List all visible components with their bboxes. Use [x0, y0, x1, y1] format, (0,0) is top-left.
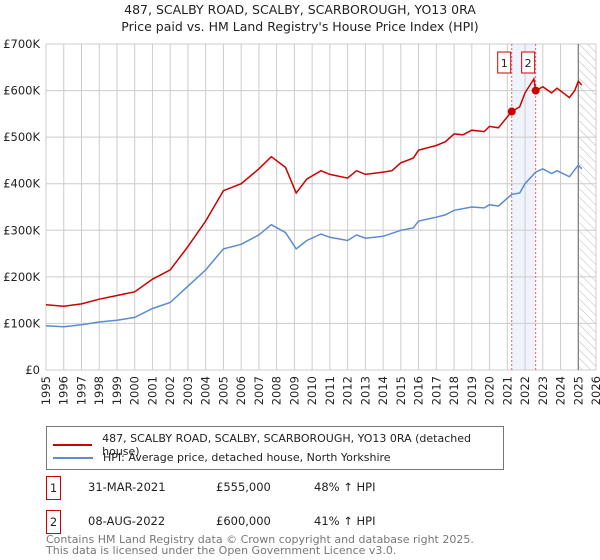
x-tick-label: 2024: [554, 376, 568, 405]
x-tick-label: 2021: [500, 376, 514, 405]
x-tick-label: 2006: [234, 376, 248, 405]
sale-period-highlight: [511, 44, 536, 370]
x-tick-label: 2020: [483, 376, 497, 405]
x-tick-label: 2007: [252, 376, 266, 405]
sale-point: [507, 107, 516, 116]
x-tick-label: 2026: [589, 376, 600, 405]
sale-label-box: [521, 51, 536, 74]
x-tick-label: 2017: [429, 376, 443, 405]
y-tick-label: £100K: [3, 316, 40, 330]
sale-hpi: 48% ↑ HPI: [314, 480, 376, 494]
y-tick-label: £600K: [3, 84, 40, 98]
x-tick-label: 1996: [57, 376, 71, 405]
x-tick-label: 2012: [341, 376, 355, 405]
x-tick-label: 2011: [323, 376, 337, 405]
y-tick-label: £700K: [3, 37, 40, 51]
legend-label: HPI: Average price, detached house, Nort…: [103, 451, 391, 464]
legend-item-property: 487, SCALBY ROAD, SCALBY, SCARBOROUGH, Y…: [53, 432, 503, 458]
x-tick-label: 2023: [536, 376, 550, 405]
sale-price: £600,000: [216, 514, 271, 528]
price-chart: 1995 1996 1997 1998 1999 2000 2001 2002 2003 2004…: [3, 37, 600, 405]
sale-date: 31-MAR-2021: [88, 480, 166, 494]
legend-label: 487, SCALBY ROAD, SCALBY, SCARBOROUGH, Y…: [102, 432, 471, 458]
footer-copyright: Contains HM Land Registry data © Crown c…: [46, 533, 474, 546]
x-tick-label: 2013: [358, 376, 372, 405]
sale-label: 2: [525, 57, 532, 70]
hpi-line: [45, 163, 583, 328]
x-tick-label: 1999: [110, 376, 124, 405]
x-tick-label: 2022: [518, 376, 532, 405]
sale-badge: 1: [46, 476, 61, 500]
sale-point: [531, 86, 540, 95]
sale-row: 1 31-MAR-2021 £555,000 48% ↑ HPI: [46, 476, 546, 500]
legend-item-hpi: HPI: Average price, detached house, Nort…: [53, 451, 391, 464]
sale-hpi: 41% ↑ HPI: [314, 514, 376, 528]
y-tick-label: £0: [25, 363, 40, 377]
y-tick-label: £500K: [3, 130, 40, 144]
sale-row: 2 08-AUG-2022 £600,000 41% ↑ HPI: [46, 510, 546, 534]
legend-swatch: [53, 456, 93, 459]
x-tick-label: 2003: [181, 376, 195, 405]
x-tick-label: 2025: [571, 376, 585, 405]
forecast-hatch: [579, 44, 596, 370]
x-tick-label: 2008: [270, 376, 284, 405]
legend: 487, SCALBY ROAD, SCALBY, SCARBOROUGH, Y…: [46, 426, 504, 470]
footer-licence: This data is licensed under the Open Gov…: [46, 544, 397, 557]
y-tick-label: £400K: [3, 177, 40, 191]
x-tick-label: 2018: [447, 376, 461, 405]
sale-date: 08-AUG-2022: [88, 514, 166, 528]
chart-title: 487, SCALBY ROAD, SCALBY, SCARBOROUGH, Y…: [124, 2, 476, 17]
x-tick-label: 1997: [74, 376, 88, 405]
x-tick-label: 2019: [465, 376, 479, 405]
x-tick-label: 2009: [287, 376, 301, 405]
x-tick-label: 2014: [376, 376, 390, 405]
x-tick-label: 2002: [163, 376, 177, 405]
sale-label-box: [497, 51, 512, 74]
sale-label: 1: [501, 57, 508, 70]
property-price-line: [45, 76, 583, 307]
y-tick-label: £300K: [3, 223, 40, 237]
x-tick-label: 1995: [39, 376, 53, 405]
x-tick-label: 2005: [216, 376, 230, 405]
y-tick-label: £200K: [3, 270, 40, 284]
sale-badge: 2: [46, 510, 61, 534]
x-tick-label: 2004: [199, 376, 213, 405]
x-tick-label: 2015: [394, 376, 408, 405]
x-tick-label: 2010: [305, 376, 319, 405]
x-tick-label: 2000: [128, 376, 142, 405]
legend-swatch: [53, 444, 93, 446]
x-tick-label: 2016: [412, 376, 426, 405]
x-tick-label: 1998: [92, 376, 106, 405]
x-tick-label: 2001: [145, 376, 159, 405]
chart-subtitle: Price paid vs. HM Land Registry's House …: [121, 19, 479, 34]
sale-price: £555,000: [216, 480, 271, 494]
